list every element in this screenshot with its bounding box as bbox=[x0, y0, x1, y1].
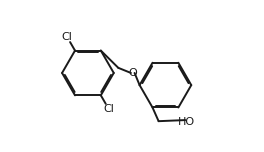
Text: O: O bbox=[128, 68, 137, 78]
Text: Cl: Cl bbox=[62, 32, 73, 42]
Text: Cl: Cl bbox=[103, 104, 114, 114]
Text: HO: HO bbox=[178, 117, 195, 127]
